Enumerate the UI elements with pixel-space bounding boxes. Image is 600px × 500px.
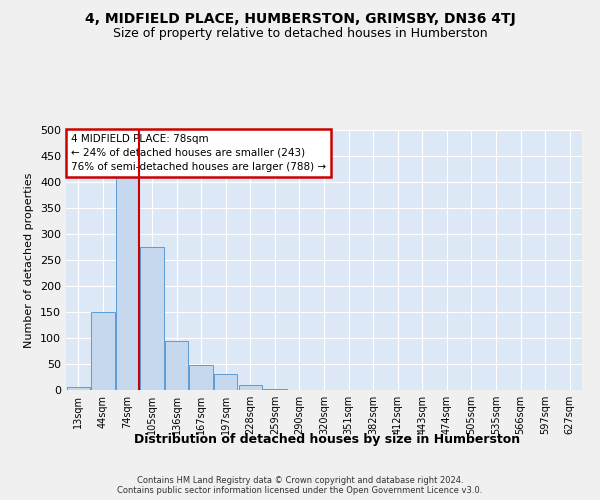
Bar <box>165 340 188 390</box>
Text: Size of property relative to detached houses in Humberston: Size of property relative to detached ho… <box>113 28 487 40</box>
Y-axis label: Number of detached properties: Number of detached properties <box>25 172 34 348</box>
Bar <box>214 374 238 390</box>
Bar <box>116 172 139 390</box>
Text: 4 MIDFIELD PLACE: 78sqm
← 24% of detached houses are smaller (243)
76% of semi-d: 4 MIDFIELD PLACE: 78sqm ← 24% of detache… <box>71 134 326 172</box>
Bar <box>91 312 115 390</box>
Text: 4, MIDFIELD PLACE, HUMBERSTON, GRIMSBY, DN36 4TJ: 4, MIDFIELD PLACE, HUMBERSTON, GRIMSBY, … <box>85 12 515 26</box>
Text: Contains HM Land Registry data © Crown copyright and database right 2024.
Contai: Contains HM Land Registry data © Crown c… <box>118 476 482 495</box>
Bar <box>263 389 287 390</box>
Text: Distribution of detached houses by size in Humberston: Distribution of detached houses by size … <box>134 432 520 446</box>
Bar <box>67 388 90 390</box>
Bar <box>239 385 262 390</box>
Bar <box>190 365 213 390</box>
Bar <box>140 247 164 390</box>
